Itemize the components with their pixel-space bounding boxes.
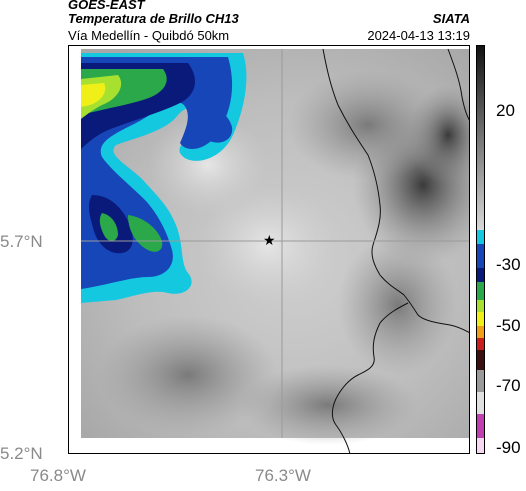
route-subtitle: Vía Medellín - Quibdó 50km xyxy=(68,28,230,43)
satellite-map[interactable]: ★ xyxy=(68,45,470,454)
latitude-label-5-2: 5.2°N xyxy=(0,444,43,463)
map-frame xyxy=(68,45,470,454)
colorbar-tick-neg90: -90 xyxy=(496,438,521,457)
organization-label: SIATA xyxy=(432,11,470,26)
product-title: GOES-EAST xyxy=(68,0,145,12)
temperature-colorbar xyxy=(476,45,485,454)
colorbar-tick-neg70: -70 xyxy=(496,376,521,395)
longitude-label-76-3: 76.3°W xyxy=(255,466,311,485)
boundary-lines xyxy=(322,48,470,454)
colorbar-tick-20: 20 xyxy=(496,101,515,120)
longitude-label-76-8: 76.8°W xyxy=(30,466,86,485)
satellite-image: ★ xyxy=(68,45,470,454)
star-icon: ★ xyxy=(263,233,276,249)
colorbar-tick-neg50: -50 xyxy=(496,316,521,335)
variable-title: Temperatura de Brillo CH13 xyxy=(68,11,239,26)
colorbar-tick-neg30: -30 xyxy=(496,255,521,274)
datetime-label: 2024-04-13 13:19 xyxy=(367,28,470,43)
latitude-label-5-7: 5.7°N xyxy=(0,232,43,251)
